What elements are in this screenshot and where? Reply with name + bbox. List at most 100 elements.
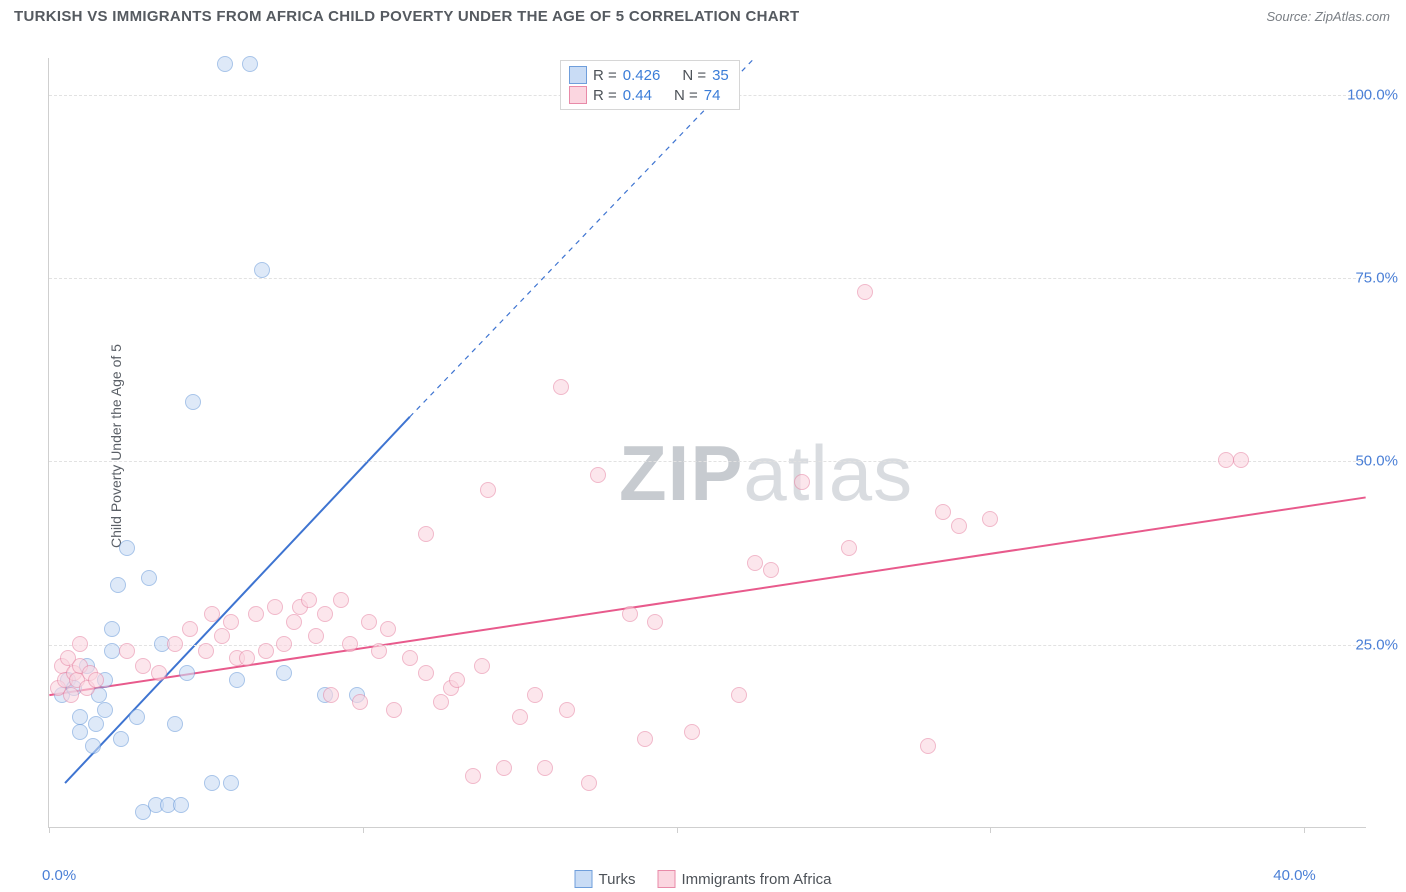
x-tick-label: 40.0% (1273, 867, 1316, 884)
source-attribution: Source: ZipAtlas.com (1266, 9, 1390, 24)
data-point (182, 621, 198, 637)
data-point (135, 658, 151, 674)
data-point (763, 562, 779, 578)
data-point (920, 738, 936, 754)
data-point (474, 658, 490, 674)
trend-lines (49, 58, 1366, 827)
data-point (104, 643, 120, 659)
data-point (361, 614, 377, 630)
data-point (185, 394, 201, 410)
y-tick-label: 75.0% (1355, 270, 1398, 287)
data-point (242, 56, 258, 72)
data-point (63, 687, 79, 703)
data-point (286, 614, 302, 630)
data-point (581, 775, 597, 791)
data-point (167, 636, 183, 652)
x-tick (1304, 827, 1305, 833)
data-point (323, 687, 339, 703)
scatter-chart: ZIPatlas (48, 58, 1366, 828)
data-point (239, 650, 255, 666)
data-point (179, 665, 195, 681)
data-point (684, 724, 700, 740)
data-point (982, 511, 998, 527)
data-point (223, 775, 239, 791)
data-point (72, 636, 88, 652)
data-point (254, 262, 270, 278)
gridline-h (49, 278, 1366, 279)
correlation-legend: R = 0.426 N = 35 R = 0.44 N = 74 (560, 60, 740, 110)
data-point (935, 504, 951, 520)
x-tick (49, 827, 50, 833)
data-point (97, 702, 113, 718)
n-value-turks: 35 (712, 67, 729, 84)
gridline-h (49, 645, 1366, 646)
data-point (637, 731, 653, 747)
data-point (276, 636, 292, 652)
data-point (951, 518, 967, 534)
data-point (88, 672, 104, 688)
data-point (333, 592, 349, 608)
data-point (342, 636, 358, 652)
data-point (267, 599, 283, 615)
watermark-light: atlas (743, 429, 913, 517)
data-point (88, 716, 104, 732)
legend-row-africa: R = 0.44 N = 74 (569, 85, 729, 105)
data-point (731, 687, 747, 703)
data-point (72, 709, 88, 725)
data-point (512, 709, 528, 725)
r-value-turks: 0.426 (623, 67, 661, 84)
data-point (527, 687, 543, 703)
data-point (841, 540, 857, 556)
legend-label-africa: Immigrants from Africa (681, 871, 831, 888)
data-point (1218, 452, 1234, 468)
data-point (276, 665, 292, 681)
y-tick-label: 100.0% (1347, 86, 1398, 103)
data-point (317, 606, 333, 622)
data-point (496, 760, 512, 776)
data-point (113, 731, 129, 747)
data-point (857, 284, 873, 300)
y-tick-label: 25.0% (1355, 636, 1398, 653)
data-point (590, 467, 606, 483)
data-point (402, 650, 418, 666)
data-point (229, 672, 245, 688)
legend-item-turks: Turks (575, 870, 636, 888)
data-point (151, 665, 167, 681)
data-point (104, 621, 120, 637)
data-point (559, 702, 575, 718)
data-point (647, 614, 663, 630)
data-point (258, 643, 274, 659)
data-point (119, 540, 135, 556)
data-point (352, 694, 368, 710)
data-point (386, 702, 402, 718)
data-point (747, 555, 763, 571)
data-point (248, 606, 264, 622)
data-point (119, 643, 135, 659)
x-tick (990, 827, 991, 833)
data-point (1233, 452, 1249, 468)
x-tick (677, 827, 678, 833)
data-point (141, 570, 157, 586)
watermark-bold: ZIP (619, 429, 743, 517)
data-point (449, 672, 465, 688)
header: TURKISH VS IMMIGRANTS FROM AFRICA CHILD … (0, 0, 1406, 29)
data-point (72, 724, 88, 740)
data-point (204, 606, 220, 622)
legend-swatch-africa-bottom (657, 870, 675, 888)
data-point (217, 56, 233, 72)
data-point (480, 482, 496, 498)
data-point (465, 768, 481, 784)
data-point (301, 592, 317, 608)
data-point (308, 628, 324, 644)
gridline-h (49, 461, 1366, 462)
data-point (537, 760, 553, 776)
data-point (418, 665, 434, 681)
legend-swatch-africa (569, 86, 587, 104)
data-point (380, 621, 396, 637)
data-point (85, 738, 101, 754)
y-tick-label: 50.0% (1355, 453, 1398, 470)
data-point (214, 628, 230, 644)
data-point (553, 379, 569, 395)
data-point (110, 577, 126, 593)
x-tick (363, 827, 364, 833)
